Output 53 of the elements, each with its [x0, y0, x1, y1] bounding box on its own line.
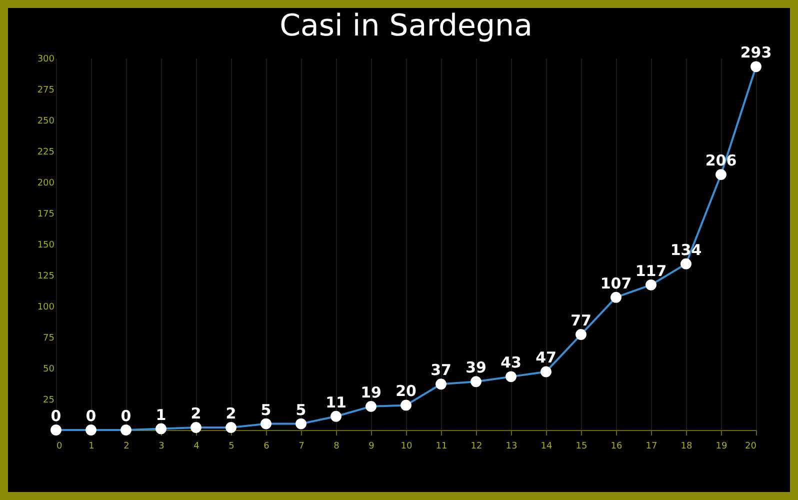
x-tick-label: 9 — [368, 442, 375, 452]
data-label: 2 — [190, 404, 202, 423]
data-label: 2 — [226, 404, 236, 423]
data-label: 11 — [326, 393, 346, 412]
y-tick-label: 300 — [37, 54, 55, 64]
data-label: 0 — [120, 407, 132, 425]
x-tick-label: 7 — [298, 442, 304, 452]
x-tick-label: 20 — [745, 442, 757, 452]
x-tick-label: 19 — [716, 442, 728, 452]
x-tick-label: 12 — [470, 442, 482, 452]
data-label: 47 — [536, 348, 556, 367]
x-tick-label: 10 — [400, 442, 412, 452]
x-tick-label: 3 — [158, 442, 164, 452]
y-tick-label: 100 — [37, 302, 55, 312]
x-tick-label: 15 — [576, 442, 588, 452]
x-tick-label: 4 — [194, 442, 200, 452]
chart-title: Casi in Sardegna — [280, 8, 532, 44]
y-tick-label: 175 — [37, 210, 54, 220]
x-tick-label: 17 — [646, 442, 658, 452]
x-tick-label: 16 — [610, 442, 622, 452]
data-label: 19 — [360, 383, 382, 402]
data-label: 20 — [396, 382, 416, 400]
x-tick-label: 5 — [228, 442, 234, 452]
x-tick-label: 18 — [680, 442, 692, 452]
y-tick-label: 200 — [37, 178, 55, 188]
y-tick-label: 50 — [43, 364, 55, 374]
x-tick-label: 6 — [264, 442, 270, 452]
y-tick-label: 275 — [37, 86, 54, 96]
y-tick-label: 125 — [37, 272, 54, 282]
data-label: 77 — [570, 312, 592, 330]
y-tick-label: 150 — [37, 240, 55, 250]
data-label: 5 — [260, 400, 272, 419]
data-label: 1 — [156, 406, 166, 424]
data-label: 37 — [430, 361, 452, 380]
data-label: 293 — [740, 44, 772, 62]
y-tick-label: 75 — [43, 334, 54, 344]
data-label: 39 — [466, 358, 486, 377]
data-label: 43 — [500, 354, 522, 372]
data-label: 0 — [86, 407, 96, 425]
y-tick-label: 25 — [43, 396, 54, 406]
y-tick-label: 225 — [37, 148, 54, 158]
x-tick-label: 13 — [506, 442, 518, 452]
data-label: 117 — [635, 262, 667, 280]
x-tick-label: 11 — [436, 442, 448, 452]
data-label: 107 — [600, 274, 632, 292]
data-label: 5 — [296, 400, 306, 419]
data-label: 0 — [50, 407, 62, 425]
x-tick-label: 1 — [88, 442, 94, 452]
y-tick-label: 250 — [37, 116, 55, 126]
x-tick-label: 8 — [334, 442, 340, 452]
x-tick-label: 2 — [124, 442, 130, 452]
x-tick-label: 0 — [56, 442, 62, 452]
x-tick-label: 14 — [540, 442, 552, 452]
